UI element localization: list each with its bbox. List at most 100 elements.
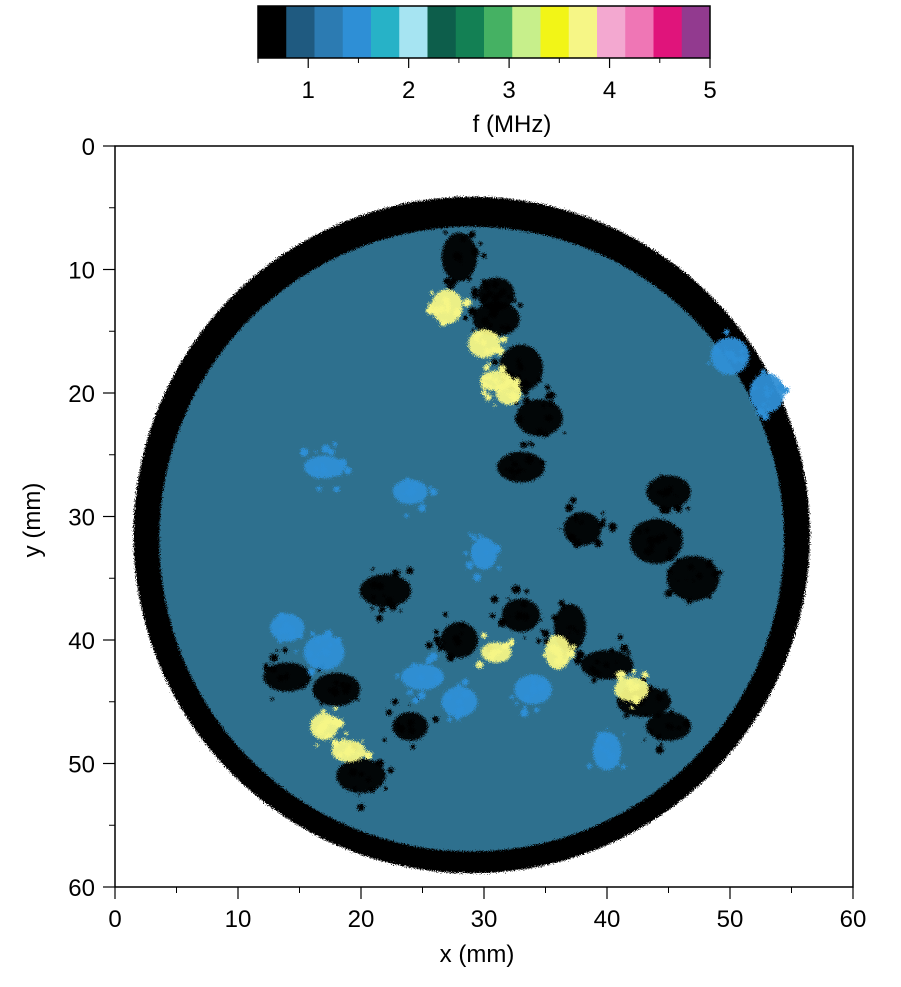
heatmap-speckle (502, 391, 505, 394)
heatmap-speckle (467, 277, 472, 281)
heatmap-speckle (501, 336, 508, 343)
heatmap-speckle (418, 504, 426, 512)
heatmap-speckle (626, 679, 634, 687)
y-tick-label: 50 (68, 752, 95, 779)
heatmap-speckle (328, 448, 335, 456)
heatmap-speckle (421, 501, 424, 504)
heatmap-speckle (573, 629, 577, 633)
heatmap-speckle (444, 302, 452, 309)
heatmap-speckle (603, 661, 609, 668)
heatmap-speckle (275, 649, 279, 653)
heatmap-speckle (270, 697, 275, 701)
colorbar-swatch (371, 6, 400, 58)
heatmap-patch (497, 451, 545, 483)
heatmap-speckle (529, 685, 538, 694)
heatmap-patch (470, 537, 498, 570)
heatmap-speckle (685, 506, 690, 511)
x-tick-label: 60 (840, 906, 867, 933)
x-tick-label: 20 (348, 906, 375, 933)
heatmap-speckle (346, 685, 351, 690)
heatmap-speckle (572, 513, 578, 519)
heatmap-speckle (376, 759, 385, 767)
heatmap-speckle (488, 313, 492, 318)
heatmap-speckle (536, 428, 544, 436)
x-tick-label: 50 (717, 906, 744, 933)
heatmap-speckle (425, 656, 433, 664)
heatmap-speckle (334, 636, 342, 645)
heatmap-speckle (605, 748, 609, 752)
heatmap-speckle (723, 350, 730, 357)
heatmap-speckle (494, 546, 499, 551)
heatmap-speckle (621, 764, 626, 770)
colorbar-tick-label: 3 (502, 77, 515, 104)
heatmap-speckle (623, 713, 629, 719)
heatmap-speckle (511, 474, 516, 479)
y-tick-label: 20 (68, 381, 95, 408)
heatmap-speckle (443, 277, 452, 286)
x-tick-label: 30 (471, 906, 498, 933)
heatmap-speckle (609, 647, 615, 653)
heatmap-speckle (396, 724, 406, 734)
heatmap-speckle (655, 693, 664, 702)
y-axis: 0 10 20 30 40 50 60 (68, 134, 115, 902)
heatmap-speckle (668, 710, 674, 716)
heatmap-speckle (610, 743, 615, 748)
heatmap-patches (263, 230, 790, 811)
heatmap-speckle (471, 534, 478, 541)
heatmap-speckle (348, 767, 358, 777)
heatmap-speckle (510, 458, 513, 461)
heatmap-speckle (455, 707, 464, 716)
heatmap-speckle (558, 599, 565, 607)
heatmap-speckle (358, 771, 365, 777)
heatmap-speckle (712, 347, 721, 356)
heatmap-speckle (628, 686, 635, 693)
heatmap-speckle (471, 292, 479, 300)
heatmap-speckle (572, 539, 582, 548)
heatmap-speckle (319, 701, 324, 706)
heatmap-speckle (378, 606, 386, 614)
colorbar-swatch (625, 6, 654, 58)
heatmap-speckle (413, 482, 419, 488)
heatmap-speckle (655, 712, 661, 718)
heatmap-speckle (461, 690, 470, 699)
heatmap-speckle (341, 738, 347, 744)
heatmap-speckle (364, 751, 373, 760)
heatmap-speckle (298, 634, 304, 639)
heatmap-speckle (382, 594, 386, 598)
heatmap-speckle (767, 400, 770, 404)
heatmap-speckle (493, 293, 499, 298)
heatmap-speckle (450, 234, 454, 238)
heatmap-speckle (277, 674, 285, 682)
heatmap-speckle (665, 553, 675, 562)
heatmap-speckle (707, 361, 711, 365)
heatmap-speckle (361, 739, 364, 743)
heatmap-speckle (349, 748, 356, 755)
heatmap-speckle (475, 557, 479, 561)
heatmap-speckle (449, 278, 457, 286)
heatmap-speckle (430, 290, 435, 295)
heatmap-speckle (395, 673, 400, 678)
heatmap-speckle (687, 563, 695, 571)
heatmap-speckle (665, 722, 672, 730)
heatmap-speckle (547, 400, 555, 408)
heatmap-speckle (355, 697, 359, 701)
heatmap-speckle (468, 230, 476, 239)
heatmap-speckle (442, 640, 446, 644)
heatmap-speckle (692, 579, 695, 583)
colorbar-ticks: 1 2 3 4 5 (257, 58, 717, 104)
heatmap-speckle (333, 706, 338, 711)
heatmap-speckle (458, 260, 462, 264)
heatmap-speckle (557, 654, 563, 661)
heatmap-speckle (617, 675, 623, 681)
heatmap-speckle (480, 339, 487, 346)
heatmap-speckle (405, 488, 414, 497)
heatmap-speckle (427, 303, 433, 308)
heatmap-speckle (310, 631, 316, 637)
heatmap-speckle (575, 649, 585, 659)
heatmap-speckle (777, 383, 785, 391)
heatmap-speckle (471, 328, 475, 332)
heatmap-speckle (456, 253, 463, 260)
heatmap-speckle (656, 490, 661, 495)
heatmap-speckle (705, 560, 714, 569)
heatmap-speckle (430, 681, 434, 686)
